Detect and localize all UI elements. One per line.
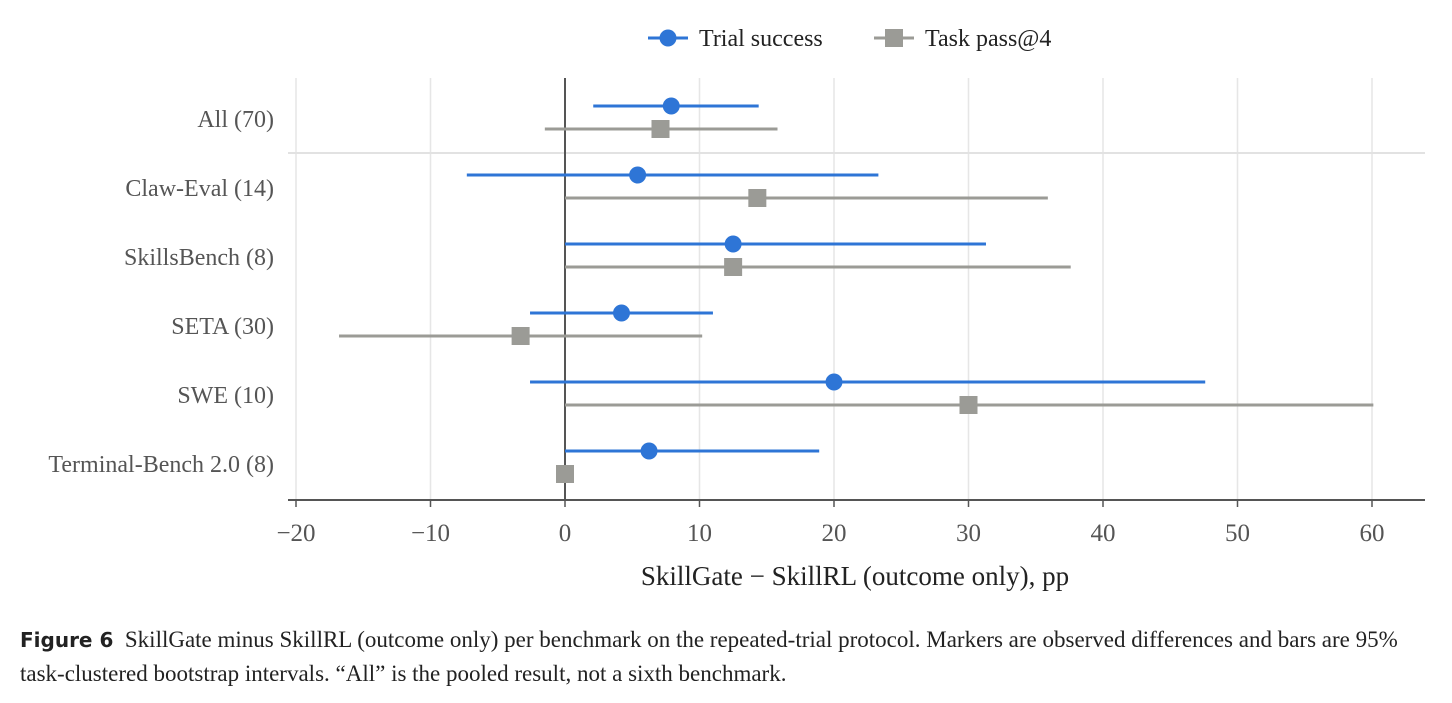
forest-plot: −20 −10 0 10 20 30 40 50 60 SkillGate − SkillRL (… <box>48 26 1425 591</box>
grid <box>295 78 1373 500</box>
category-label: SWE (10) <box>177 383 274 409</box>
caption-label: Figure 6 <box>20 628 114 652</box>
x-tick-label: 40 <box>1091 520 1116 547</box>
category-label: SkillsBench (8) <box>124 245 274 271</box>
category-label: All (70) <box>197 107 274 133</box>
trial-success-marker <box>662 97 680 115</box>
x-tick-label: 0 <box>559 520 572 547</box>
task-pass4-marker <box>748 189 767 207</box>
trial-success-marker <box>724 235 742 253</box>
x-tick-label: 20 <box>822 520 847 547</box>
trial-success-marker <box>612 304 630 322</box>
trial-success-marker <box>825 373 843 391</box>
legend-marker-circle <box>659 29 677 47</box>
category-label: Terminal-Bench 2.0 (8) <box>48 452 274 478</box>
x-axis-title: SkillGate − SkillRL (outcome only), pp <box>641 561 1069 591</box>
legend-marker-square <box>885 29 903 47</box>
trial-success-marker <box>629 166 647 184</box>
x-tick-label: 10 <box>687 520 712 547</box>
task-pass4-marker <box>651 120 670 138</box>
legend: Trial success Task pass@4 <box>648 26 1051 52</box>
task-pass4-marker <box>556 465 574 483</box>
x-tick-label: 50 <box>1225 520 1250 547</box>
legend-label: Task pass@4 <box>925 26 1051 52</box>
category-labels: All (70) Claw-Eval (14) SkillsBench (8) SET… <box>48 107 274 478</box>
caption-text: SkillGate minus SkillRL (outcome only) p… <box>20 627 1398 686</box>
trial-success-marker <box>640 442 658 460</box>
x-axis-ticks: −20 −10 0 10 20 30 40 50 60 <box>276 500 1385 547</box>
data-marks <box>339 97 1374 483</box>
x-tick-label: −20 <box>276 520 315 547</box>
task-pass4-marker <box>959 396 978 414</box>
x-tick-label: −10 <box>411 520 450 547</box>
category-label: SETA (30) <box>171 314 274 340</box>
task-pass4-marker <box>724 258 743 276</box>
figure-caption: Figure 6 SkillGate minus SkillRL (outcom… <box>20 623 1440 691</box>
x-tick-label: 60 <box>1360 520 1385 547</box>
legend-label: Trial success <box>699 26 823 52</box>
task-pass4-marker <box>511 327 530 345</box>
x-tick-label: 30 <box>956 520 981 547</box>
category-label: Claw-Eval (14) <box>125 176 274 202</box>
